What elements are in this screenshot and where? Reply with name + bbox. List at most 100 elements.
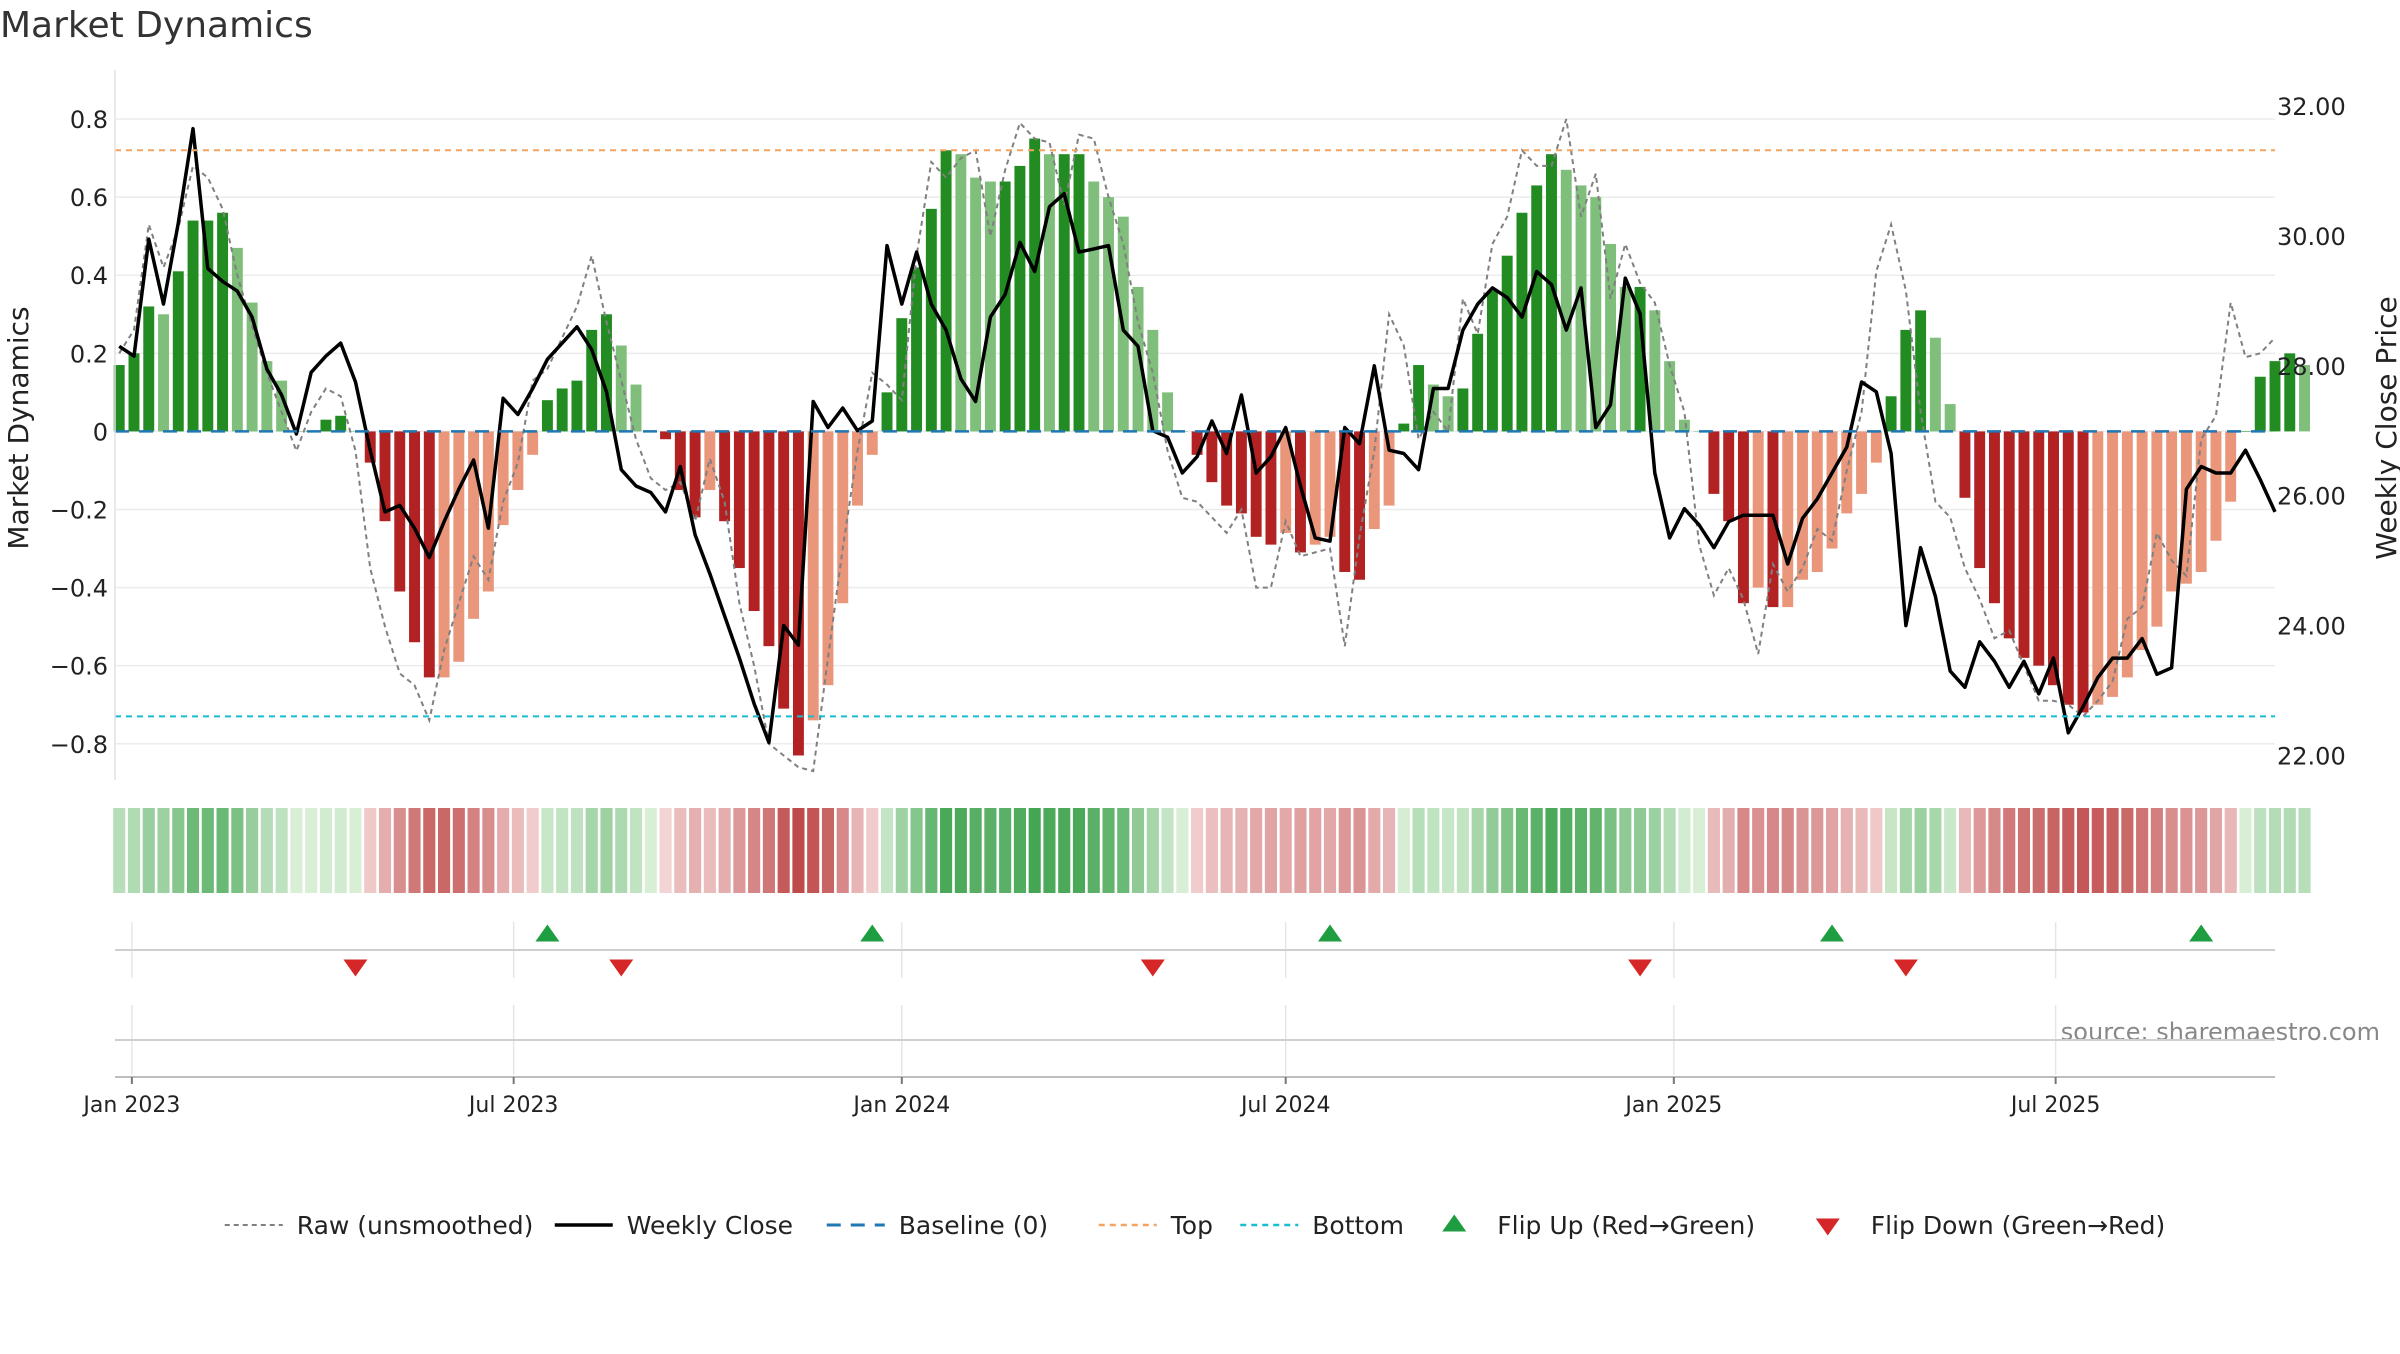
- strip-cell: [1486, 808, 1499, 893]
- dynamics-bar: [113, 365, 125, 432]
- dynamics-bar: [719, 431, 731, 522]
- strip-cell: [2062, 808, 2075, 893]
- dynamics-bar: [1723, 431, 1735, 522]
- strip-cell: [1811, 808, 1824, 893]
- dynamics-bar: [807, 431, 819, 721]
- dynamics-bar: [231, 247, 243, 432]
- strip-cell: [600, 808, 613, 893]
- strip-cell: [777, 808, 790, 893]
- strip-cell: [1707, 808, 1720, 893]
- strip-cell: [1958, 808, 1971, 893]
- dynamics-bar: [1501, 255, 1513, 432]
- dynamics-bar: [394, 431, 406, 592]
- strip-cell: [246, 808, 259, 893]
- strip-cell: [1693, 808, 1706, 893]
- legend-swatch-flip-down: [1815, 1218, 1840, 1236]
- strip-cell: [1471, 808, 1484, 893]
- y2-tick-label: 24.00: [2277, 613, 2346, 641]
- strip-cell: [157, 808, 170, 893]
- legend-item-raw: Raw (unsmoothed): [224, 1211, 533, 1240]
- dynamics-bar: [1605, 243, 1617, 432]
- dynamics-bar: [1354, 431, 1365, 580]
- dynamics-bar: [1575, 185, 1587, 432]
- dynamics-bar: [128, 353, 140, 432]
- x-tick-label: Jul 2023: [467, 1093, 559, 1118]
- dynamics-bar: [1368, 431, 1380, 530]
- strip-cell: [408, 808, 421, 893]
- strip-cell: [1988, 808, 2001, 893]
- strip-cell: [1013, 808, 1026, 893]
- strip-cell: [1117, 808, 1130, 893]
- strip-cell: [954, 808, 967, 893]
- dynamics-bar: [630, 384, 642, 432]
- dynamics-bar: [1737, 431, 1749, 604]
- strip-cell: [1442, 808, 1455, 893]
- y2-axis-label: Weekly Close Price: [2370, 296, 2400, 559]
- dynamics-bar: [1708, 431, 1720, 494]
- dynamics-bar: [2107, 431, 2119, 697]
- strip-cell: [1648, 808, 1661, 893]
- strip-cell: [1663, 808, 1676, 893]
- legend-swatch-flip-up: [1442, 1214, 1467, 1232]
- strip-cell: [2150, 808, 2163, 893]
- x-tick-label: Jul 2025: [2009, 1093, 2101, 1118]
- strip-cell: [1028, 808, 1041, 893]
- strip-cell: [467, 808, 480, 893]
- dynamics-bar: [1590, 197, 1602, 432]
- dynamics-bar: [409, 431, 420, 643]
- strip-cell: [2209, 808, 2222, 893]
- strip-cell: [925, 808, 938, 893]
- dynamics-bar: [2033, 431, 2045, 666]
- dynamics-bar: [217, 212, 229, 432]
- dynamics-bar: [512, 431, 524, 490]
- dynamics-bar: [1413, 365, 1425, 432]
- dynamics-bar: [2092, 431, 2104, 705]
- dynamics-bar: [1221, 431, 1233, 506]
- strip-cell: [733, 808, 746, 893]
- strip-cell: [2091, 808, 2104, 893]
- strip-cell: [1914, 808, 1927, 893]
- dynamics-bar: [453, 431, 465, 662]
- legend-label: Weekly Close: [627, 1211, 793, 1240]
- dynamics-bar: [1826, 431, 1838, 549]
- legend-label: Flip Up (Red→Green): [1497, 1211, 1755, 1240]
- dynamics-bar: [866, 431, 878, 455]
- dynamics-bar: [925, 208, 937, 432]
- dynamics-bar: [2062, 431, 2074, 705]
- dynamics-bar: [1339, 431, 1351, 572]
- x-tick-label: Jul 2024: [1239, 1093, 1331, 1118]
- strip-cell: [275, 808, 288, 893]
- strip-cell: [1353, 808, 1366, 893]
- dynamics-bar: [2210, 431, 2222, 541]
- strip-cell: [689, 808, 702, 893]
- strip-cell: [2195, 808, 2208, 893]
- x-tick-label: Jan 2024: [851, 1093, 950, 1118]
- strip-cell: [2268, 808, 2282, 893]
- x-tick-label: Jan 2025: [1623, 1093, 1722, 1118]
- strip-cell: [821, 808, 835, 893]
- dynamics-bar: [940, 150, 952, 432]
- strip-cell: [615, 808, 628, 893]
- flip-down-marker: [1140, 959, 1165, 977]
- flip-down-marker: [343, 959, 368, 977]
- dynamics-bar: [1132, 286, 1144, 432]
- strip-cell: [1530, 808, 1543, 893]
- dynamics-bar: [1915, 310, 1927, 432]
- dynamics-bar: [1900, 329, 1912, 432]
- strip-cell: [851, 808, 864, 893]
- dynamics-bar: [143, 306, 155, 432]
- dynamics-bar: [1486, 290, 1498, 432]
- strip-cell: [2239, 808, 2252, 893]
- flip-up-marker: [1820, 924, 1845, 942]
- y2-tick-label: 26.00: [2277, 483, 2346, 511]
- dynamics-bar: [748, 431, 760, 612]
- dynamics-bar: [984, 181, 996, 432]
- strip-cell: [1796, 808, 1809, 893]
- strip-cell: [674, 808, 687, 893]
- strip-cell: [231, 808, 244, 893]
- legend-item-baseline: Baseline (0): [826, 1211, 1048, 1240]
- x-tick-label: Jan 2023: [81, 1093, 180, 1118]
- dynamics-bar: [1856, 431, 1868, 494]
- strip-cell: [1250, 808, 1263, 893]
